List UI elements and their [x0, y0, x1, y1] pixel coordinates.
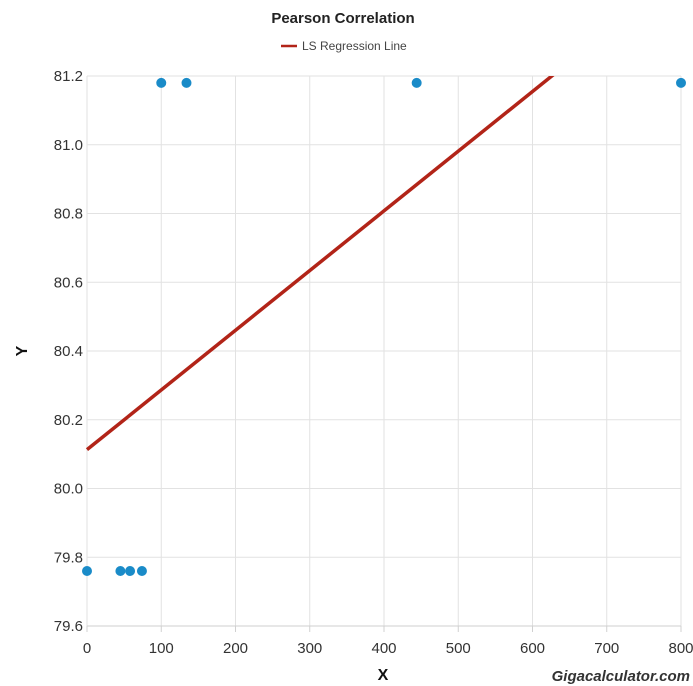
x-tick-label: 400: [371, 640, 396, 657]
scatter-point: [411, 77, 422, 88]
scatter-point: [136, 566, 147, 576]
legend: LS Regression Line: [281, 39, 407, 53]
y-tick-label: 80.2: [54, 412, 83, 429]
x-tick-label: 600: [520, 640, 545, 657]
y-tick-label: 80.4: [54, 343, 83, 360]
scatter-point: [125, 566, 136, 576]
x-tick-label: 200: [223, 640, 248, 657]
scatter-point: [181, 77, 192, 88]
regression-line: [85, 76, 555, 452]
x-tick-label: 800: [668, 640, 693, 657]
regression-line-layer: [85, 76, 555, 452]
y-tick-label: 81.2: [54, 68, 83, 85]
scatter-point: [676, 77, 686, 88]
x-tick-label: 300: [297, 640, 322, 657]
watermark-text: Gigacalculator.com: [552, 668, 690, 685]
scatter-point: [82, 566, 92, 576]
tick-labels: 0 100 200 300 400 500 600 700 800 79.6 79.8 80.0 80.…: [54, 68, 693, 657]
y-axis-label: Y: [14, 345, 31, 356]
chart-title: Pearson Correlation: [271, 10, 414, 27]
y-tick-label: 79.6: [54, 618, 83, 635]
x-tick-label: 700: [594, 640, 619, 657]
y-tick-label: 79.8: [54, 549, 83, 566]
legend-label: LS Regression Line: [302, 39, 407, 53]
y-tick-label: 80.8: [54, 206, 83, 223]
scatter-points: [82, 77, 686, 576]
y-tick-label: 81.0: [54, 137, 83, 154]
y-tick-label: 80.6: [54, 274, 83, 291]
x-axis-label: X: [378, 667, 389, 684]
x-tick-label: 100: [149, 640, 174, 657]
y-tick-label: 80.0: [54, 481, 83, 498]
x-tick-label: 0: [83, 640, 91, 657]
grid: [86, 75, 682, 632]
scatter-point: [115, 566, 126, 576]
x-tick-label: 500: [446, 640, 471, 657]
scatter-point: [156, 77, 167, 88]
